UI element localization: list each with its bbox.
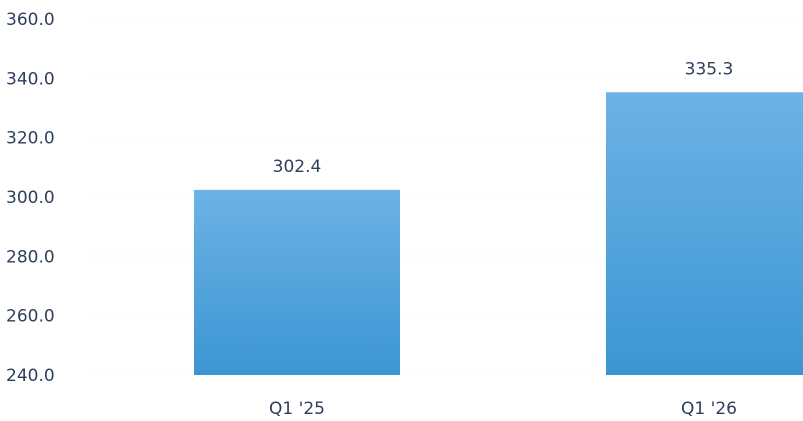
- bar-value-label: 335.3: [685, 59, 734, 79]
- y-tick-label: 280.0: [6, 247, 55, 267]
- bar: [194, 189, 400, 375]
- x-category-label: Q1 '26: [681, 399, 737, 419]
- y-tick-label: 260.0: [6, 307, 55, 327]
- y-tick-label: 320.0: [6, 129, 55, 149]
- x-axis: Q1 '25 Q1 '26: [269, 399, 737, 419]
- bar: [606, 92, 803, 375]
- y-tick-label: 360.0: [6, 10, 55, 30]
- y-tick-label: 300.0: [6, 188, 55, 208]
- y-axis: 360.0 340.0 320.0 300.0 280.0 260.0 240.0: [6, 10, 55, 386]
- bar-value-label: 302.4: [273, 157, 322, 177]
- bars: 302.4 335.3: [194, 59, 803, 375]
- y-tick-label: 340.0: [6, 69, 55, 89]
- y-tick-label: 240.0: [6, 366, 55, 386]
- x-category-label: Q1 '25: [269, 399, 325, 419]
